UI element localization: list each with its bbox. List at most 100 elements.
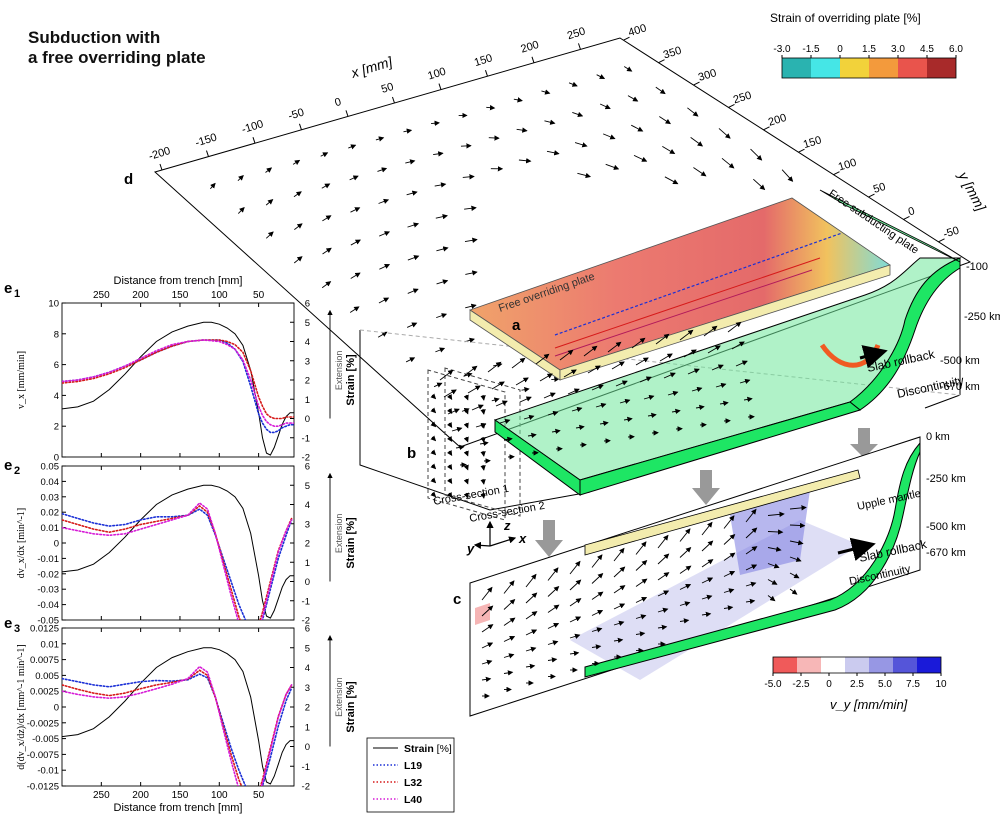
panel-c-vector bbox=[745, 508, 757, 523]
panel-d-x-tick-mark bbox=[578, 43, 581, 50]
y-tick-label: 8 bbox=[54, 329, 59, 340]
panel-c-vector bbox=[613, 547, 625, 562]
panel-d-y-tick-label: 100 bbox=[837, 157, 858, 174]
panel-b-letter: b bbox=[407, 445, 416, 462]
panel-d-vector bbox=[435, 347, 446, 353]
panel-d-vector bbox=[292, 159, 301, 166]
panel-c-vector bbox=[635, 614, 647, 620]
profile-line-L32 bbox=[554, 257, 821, 349]
panel-c-vector bbox=[503, 580, 515, 594]
panel-c-vector bbox=[503, 617, 516, 626]
panel-c-vector bbox=[767, 546, 782, 552]
y2-tick-label: -1 bbox=[302, 762, 310, 773]
panel-c-vector bbox=[723, 515, 735, 529]
panel-b-vector bbox=[480, 478, 486, 485]
panel-d-vector bbox=[521, 387, 530, 393]
panel-d-vector bbox=[403, 128, 413, 134]
y2-tick-label: 3 bbox=[305, 519, 310, 530]
panel-d-vector bbox=[544, 119, 556, 125]
figure-title-line-2: a free overriding plate bbox=[28, 48, 206, 67]
panel-c-depth-1: -250 km bbox=[926, 473, 966, 485]
panel-a-vector bbox=[735, 360, 748, 367]
panel-d-y-tick-mark bbox=[623, 36, 630, 41]
panel-a-depth-0: -100 bbox=[966, 261, 988, 273]
panel-a-vector bbox=[659, 353, 673, 362]
series-line-strain bbox=[62, 321, 294, 456]
x-tick-label-bottom: 150 bbox=[172, 790, 189, 801]
panel-d-vector bbox=[577, 172, 592, 179]
panel-d-vector bbox=[781, 169, 794, 182]
panel-d-y-tick-label: 50 bbox=[872, 181, 887, 196]
panel-d-vector bbox=[753, 178, 766, 191]
panel-a-vector bbox=[471, 404, 484, 411]
strain-colorbar-title: Strain of overriding plate [%] bbox=[770, 11, 921, 25]
vy-colorbar-swatch bbox=[845, 657, 869, 673]
x-tick-label-bottom: 200 bbox=[132, 790, 149, 801]
y2-tick-label: 4 bbox=[305, 500, 310, 511]
panel-b-vector bbox=[463, 394, 469, 401]
panel-d-vector bbox=[237, 175, 244, 182]
panel-d-vector bbox=[627, 95, 639, 102]
panel-b-vector bbox=[446, 393, 453, 400]
panel-c-vector bbox=[679, 601, 691, 607]
panel-c-vector bbox=[789, 540, 804, 546]
panel-d-vector bbox=[265, 199, 274, 206]
panel-c-vector bbox=[591, 591, 604, 600]
panel-a-vector bbox=[671, 408, 681, 415]
panel-d-vector bbox=[518, 158, 532, 164]
panel-d-vector bbox=[320, 152, 329, 158]
panel-d-vector bbox=[293, 191, 302, 198]
panel-d-vector bbox=[488, 135, 500, 141]
panel-d-x-tick-label: -100 bbox=[240, 118, 265, 136]
panel-d-y-tick-mark bbox=[763, 126, 770, 131]
panel-d-x-tick-mark bbox=[252, 137, 256, 144]
strain-colorbar-tick-label: -1.5 bbox=[802, 44, 820, 55]
panel-d-vector bbox=[464, 205, 477, 211]
legend-label-l19: L19 bbox=[404, 760, 422, 772]
panel-d-vector bbox=[321, 183, 331, 189]
panel-b-vector bbox=[446, 477, 453, 484]
x-tick-label-top: 200 bbox=[132, 290, 149, 301]
series-line-l40 bbox=[62, 339, 294, 428]
strain-colorbar-tick-label: 3.0 bbox=[891, 44, 905, 55]
panel-c-vector bbox=[723, 605, 734, 611]
panel-d-vector bbox=[406, 322, 418, 328]
panel-a-vector bbox=[527, 432, 537, 439]
panel-c-vector bbox=[767, 511, 785, 518]
panel-c-vector bbox=[481, 586, 493, 601]
panel-b-vector bbox=[430, 477, 437, 484]
panel-d-vector bbox=[433, 151, 444, 157]
panel-d-vector bbox=[721, 157, 735, 169]
panel-b-vector bbox=[446, 449, 453, 456]
panel-a-vector bbox=[615, 380, 628, 387]
panel-c-vector bbox=[569, 616, 582, 623]
panel-c-vector bbox=[679, 547, 692, 558]
strain-colorbar-swatch bbox=[869, 58, 898, 78]
strain-colorbar-tick-label: -3.0 bbox=[773, 44, 791, 55]
panel-a-vector bbox=[679, 329, 694, 341]
panel-d-x-tick-label: 150 bbox=[473, 52, 494, 69]
panel-b-vector bbox=[446, 491, 453, 498]
panel-a-slab-side-face bbox=[579, 401, 862, 496]
panel-c-vector bbox=[503, 599, 516, 610]
panel-a-subducting-strip bbox=[819, 189, 961, 263]
series-line-strain bbox=[62, 484, 294, 619]
y-tick-label: 0.03 bbox=[41, 492, 60, 503]
x-tick-label-top: 50 bbox=[253, 290, 265, 301]
panel-a-vector bbox=[539, 373, 553, 382]
x-tick-label-top: 150 bbox=[172, 290, 189, 301]
panel-c-vector bbox=[613, 603, 626, 610]
panel-a-vector bbox=[467, 385, 481, 394]
panel-c-vector bbox=[745, 581, 757, 587]
panel-d-vector bbox=[464, 237, 478, 243]
y2-tick-label: 5 bbox=[305, 643, 310, 654]
panel-d-vector bbox=[486, 104, 496, 111]
panel-c-vector bbox=[745, 546, 758, 555]
panel-d-vector bbox=[265, 167, 273, 173]
panel-e2-subscript: 2 bbox=[14, 465, 20, 477]
panel-c-vector bbox=[679, 618, 690, 624]
panel-a-vector bbox=[727, 321, 742, 333]
panel-b-vector bbox=[480, 394, 486, 401]
panel-d-x-tick-mark bbox=[159, 163, 163, 171]
strain-colorbar-tick-label: 0 bbox=[837, 44, 843, 55]
